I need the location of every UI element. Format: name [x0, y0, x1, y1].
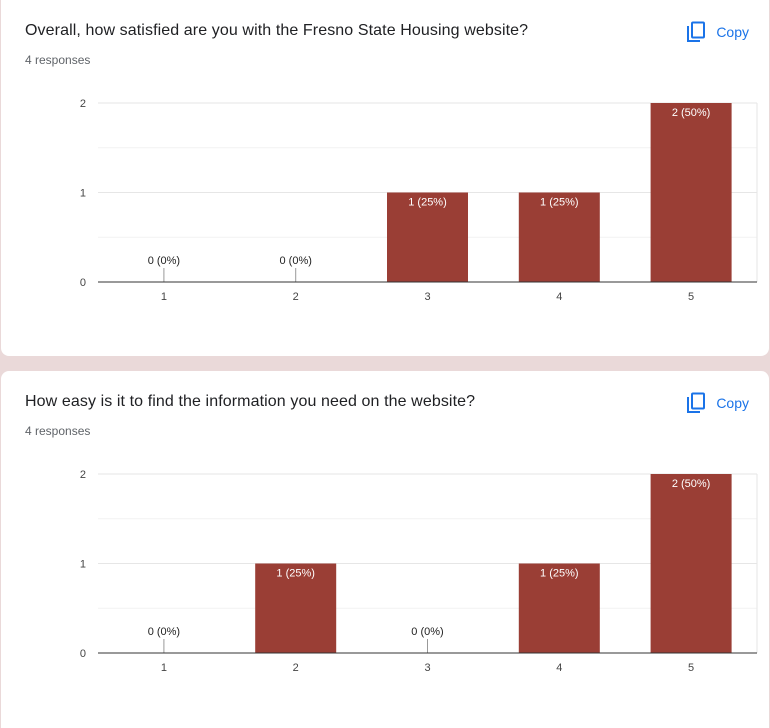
- bar[interactable]: [650, 103, 732, 282]
- bar-chart: 0 1 2 0 (0%) 1 0 (0%) 2 1 (25%) 3 1 (25%) 4 2 (50%)…: [80, 98, 758, 303]
- x-tick-label: 2: [293, 291, 299, 303]
- bar[interactable]: [518, 563, 600, 654]
- question-title: Overall, how satisfied are you with the …: [25, 22, 529, 39]
- data-label: 1 (25%): [276, 568, 315, 580]
- x-tick-label: 4: [556, 291, 562, 303]
- y-tick-label: 0: [80, 648, 86, 660]
- bar[interactable]: [650, 474, 732, 653]
- question-card-2: How easy is it to find the information y…: [1, 371, 769, 728]
- bar[interactable]: [518, 192, 600, 283]
- y-tick-label: 0: [80, 277, 86, 289]
- data-label: 2 (50%): [672, 478, 711, 490]
- data-label: 2 (50%): [672, 107, 711, 119]
- bar-chart: 0 1 2 0 (0%) 1 1 (25%) 2 0 (0%) 3 1 (25%) 4 2 (50%)…: [80, 469, 758, 674]
- x-tick-label: 4: [556, 662, 562, 674]
- bar[interactable]: [255, 563, 337, 654]
- data-label: 1 (25%): [540, 197, 579, 209]
- x-tick-label: 1: [161, 662, 167, 674]
- question-card-1: Overall, how satisfied are you with the …: [1, 0, 769, 356]
- response-count: 4 responses: [25, 53, 91, 67]
- copy-chart-button[interactable]: Copy: [686, 389, 749, 417]
- copy-label: Copy: [716, 24, 749, 40]
- copy-icon: [686, 392, 706, 414]
- data-label: 1 (25%): [540, 568, 579, 580]
- x-tick-label: 3: [424, 291, 430, 303]
- bar[interactable]: [387, 192, 468, 283]
- x-tick-label: 5: [688, 291, 694, 303]
- data-label: 0 (0%): [279, 255, 311, 267]
- response-count: 4 responses: [25, 424, 91, 438]
- data-label: 0 (0%): [148, 255, 180, 267]
- question-title: How easy is it to find the information y…: [25, 393, 476, 410]
- copy-chart-button[interactable]: Copy: [686, 18, 749, 46]
- x-tick-label: 1: [161, 291, 167, 303]
- x-tick-label: 3: [424, 662, 430, 674]
- y-tick-label: 1: [80, 559, 86, 571]
- data-label: 0 (0%): [411, 626, 443, 638]
- y-tick-label: 2: [80, 469, 86, 481]
- y-tick-label: 1: [80, 188, 86, 200]
- copy-icon: [686, 21, 706, 43]
- copy-label: Copy: [716, 395, 749, 411]
- x-tick-label: 2: [293, 662, 299, 674]
- y-tick-label: 2: [80, 98, 86, 110]
- data-label: 1 (25%): [408, 197, 447, 209]
- x-tick-label: 5: [688, 662, 694, 674]
- data-label: 0 (0%): [148, 626, 180, 638]
